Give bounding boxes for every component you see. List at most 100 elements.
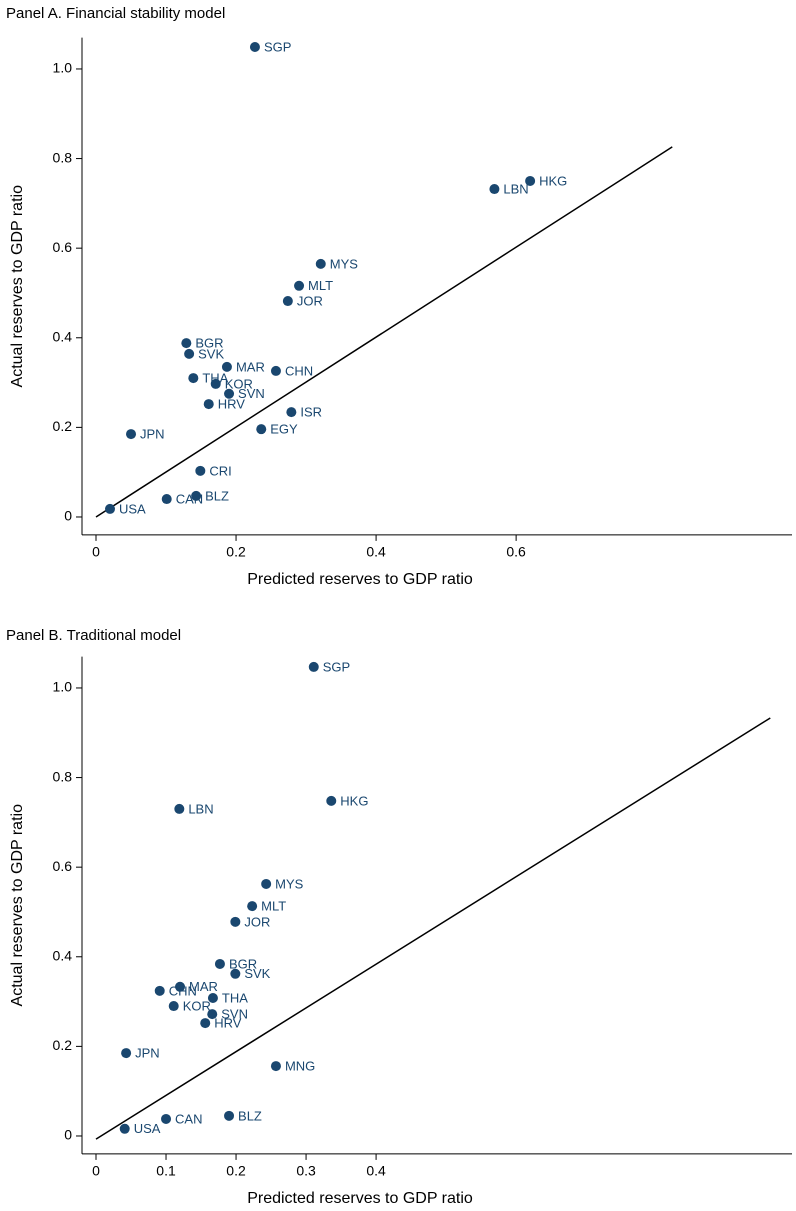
- y-tick-label: 0.8: [53, 768, 73, 784]
- y-tick-label: 1.0: [53, 679, 73, 695]
- point: [282, 296, 293, 307]
- point-label: BGR: [195, 336, 223, 351]
- x-tick-label: 0.4: [366, 544, 386, 560]
- point-label: USA: [119, 501, 146, 516]
- point: [161, 494, 172, 505]
- point: [207, 1009, 218, 1020]
- point: [286, 407, 297, 418]
- x-axis-title: Predicted reserves to GDP ratio: [247, 1190, 473, 1207]
- point: [207, 992, 218, 1003]
- point: [214, 958, 225, 969]
- point: [270, 1061, 281, 1072]
- point-label: HRV: [214, 1016, 242, 1031]
- point: [315, 258, 326, 269]
- point-label: SGP: [264, 39, 291, 54]
- point: [308, 661, 319, 672]
- point: [184, 348, 195, 359]
- point-label: THA: [202, 371, 228, 386]
- point-label: ISR: [300, 405, 322, 420]
- point: [188, 373, 199, 384]
- point-label: JOR: [297, 293, 323, 308]
- point-label: KOR: [225, 376, 253, 391]
- point: [249, 42, 260, 53]
- y-tick-label: 0.2: [53, 418, 73, 434]
- point: [119, 1123, 130, 1134]
- point-label: SVK: [198, 346, 224, 361]
- y-tick-label: 0.8: [53, 149, 73, 165]
- point: [326, 795, 337, 806]
- y-axis-title: Actual reserves to GDP ratio: [9, 804, 26, 1007]
- point: [181, 338, 192, 349]
- point: [230, 916, 241, 927]
- point-label: SVN: [238, 386, 265, 401]
- y-tick-label: 0.6: [53, 858, 73, 874]
- y-axis-title: Actual reserves to GDP ratio: [9, 185, 26, 388]
- point-label: LBN: [188, 801, 213, 816]
- fit-line: [95, 146, 673, 518]
- y-tick-label: 0.4: [53, 947, 73, 963]
- y-tick-label: 0: [64, 1127, 72, 1143]
- point-label: BLZ: [205, 488, 229, 503]
- x-axis-title: Predicted reserves to GDP ratio: [247, 571, 473, 588]
- point-label: MAR: [236, 359, 265, 374]
- x-tick-label: 0.4: [366, 1163, 386, 1179]
- point: [224, 1110, 235, 1121]
- point: [221, 361, 232, 372]
- point-label: MLT: [261, 899, 286, 914]
- y-tick-label: 0.4: [53, 328, 73, 344]
- fit-line: [95, 717, 771, 1140]
- point-label: HKG: [340, 793, 368, 808]
- point: [195, 465, 206, 476]
- point: [191, 490, 202, 501]
- point-label: CAN: [175, 1111, 202, 1126]
- point-label: SGP: [323, 659, 350, 674]
- point-label: HRV: [218, 397, 246, 412]
- point-label: JOR: [244, 914, 270, 929]
- point-label: SVK: [244, 966, 270, 981]
- point: [161, 1113, 172, 1124]
- point: [261, 878, 272, 889]
- point-label: HKG: [539, 173, 567, 188]
- y-tick-label: 0: [64, 508, 72, 524]
- point: [224, 388, 235, 399]
- point: [168, 1001, 179, 1012]
- point: [105, 503, 116, 514]
- point: [174, 803, 185, 814]
- point-label: MLT: [308, 278, 333, 293]
- x-tick-label: 0.6: [506, 544, 526, 560]
- point: [525, 175, 536, 186]
- point-label: LBN: [503, 181, 528, 196]
- point-label: BLZ: [238, 1108, 262, 1123]
- point: [270, 365, 281, 376]
- point: [175, 981, 186, 992]
- point-label: MYS: [275, 876, 304, 891]
- x-tick-label: 0: [92, 1163, 100, 1179]
- point-label: JPN: [140, 427, 165, 442]
- point-label: THA: [222, 990, 248, 1005]
- point: [489, 184, 500, 195]
- point-label: USA: [134, 1121, 161, 1136]
- point: [294, 280, 305, 291]
- point-label: EGY: [270, 422, 298, 437]
- point-label: MNG: [285, 1059, 315, 1074]
- x-tick-label: 0.2: [226, 544, 246, 560]
- point: [256, 424, 267, 435]
- x-tick-label: 0.3: [296, 1163, 316, 1179]
- point-label: CHN: [285, 363, 313, 378]
- point: [126, 429, 137, 440]
- point-label: JPN: [135, 1046, 160, 1061]
- y-tick-label: 0.2: [53, 1037, 73, 1053]
- panel-title: Panel A. Financial stability model: [6, 5, 225, 22]
- point-label: MAR: [189, 979, 218, 994]
- point: [154, 985, 165, 996]
- point-label: CRI: [209, 463, 231, 478]
- point: [210, 378, 221, 389]
- panel-title: Panel B. Traditional model: [6, 627, 181, 644]
- point-label: BGR: [229, 956, 257, 971]
- point-label: CHN: [169, 983, 197, 998]
- x-tick-label: 0.2: [226, 1163, 246, 1179]
- point: [230, 968, 241, 979]
- x-tick-label: 0: [92, 544, 100, 560]
- point: [121, 1048, 132, 1059]
